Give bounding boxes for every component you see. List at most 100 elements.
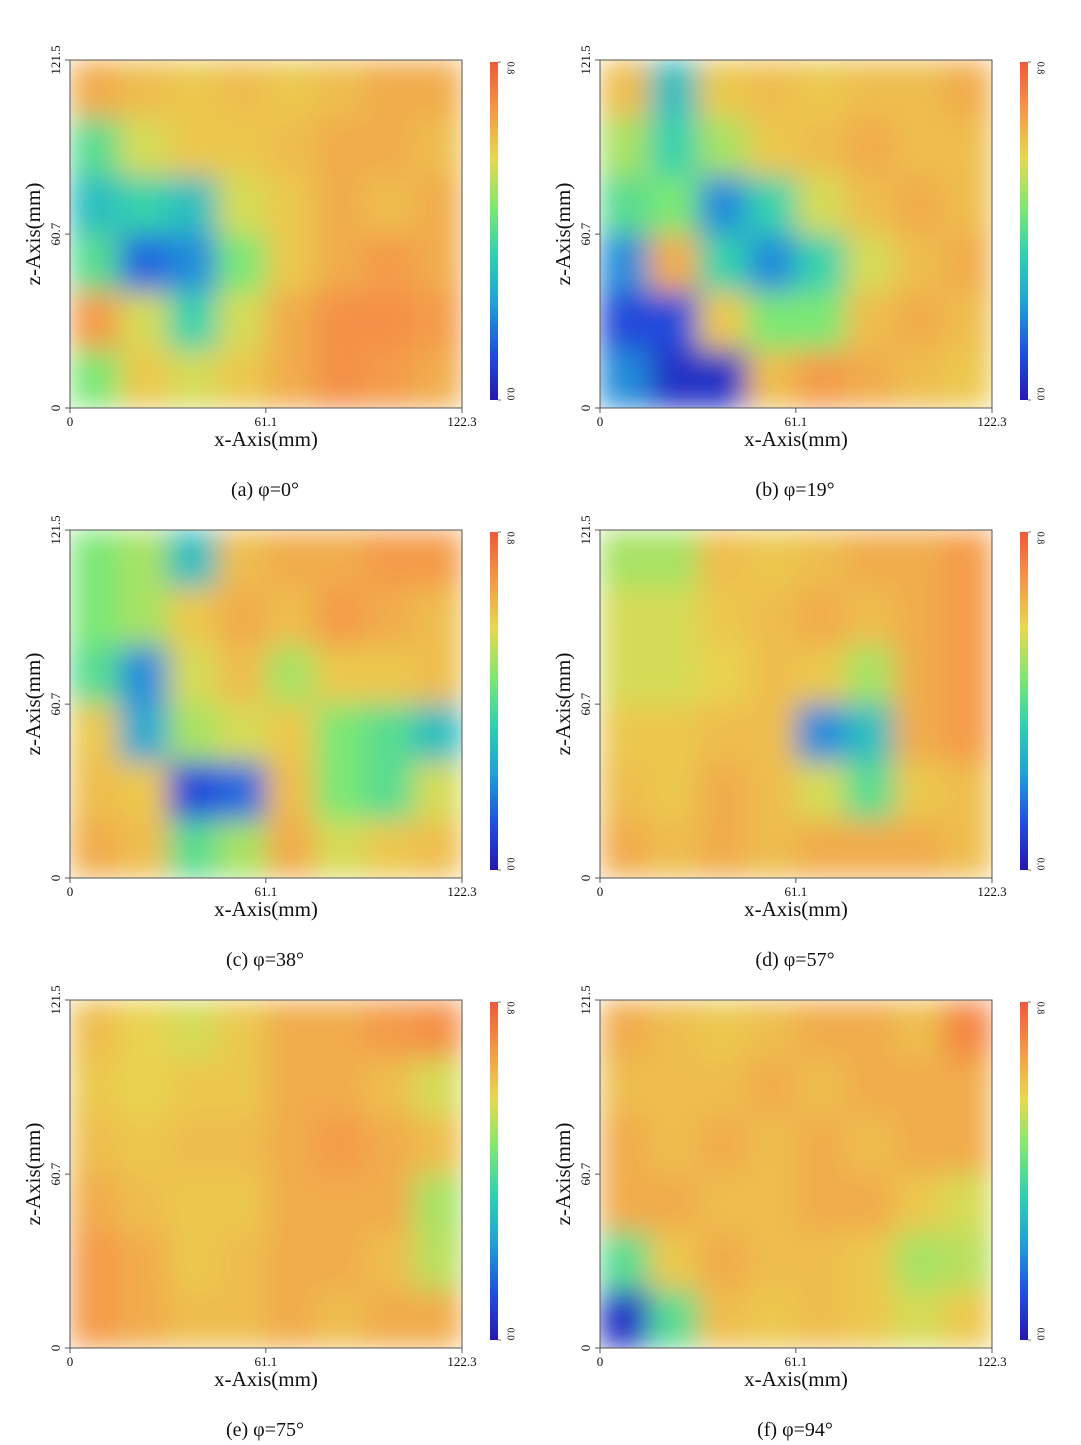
heatmap-cell <box>649 1232 699 1291</box>
x-tick-label: 0 <box>597 884 604 899</box>
panel-caption: (b) φ=19° <box>755 479 834 501</box>
heatmap-cell <box>217 1116 267 1175</box>
heatmap-cell <box>845 350 895 409</box>
heatmap-cell <box>600 820 650 879</box>
heatmap-cell <box>649 60 699 119</box>
heatmap-cell <box>364 1116 414 1175</box>
heatmap-cell <box>364 1058 414 1117</box>
colorbar-tick-label: 0.8 <box>1035 1002 1046 1015</box>
heatmap-cell <box>894 820 944 879</box>
heatmap-cell <box>217 762 267 821</box>
heatmap-cell <box>747 1174 797 1233</box>
heatmap-cell <box>796 176 846 235</box>
y-tick-label: 121.5 <box>48 515 63 544</box>
heatmap-cell <box>649 176 699 235</box>
heatmap-cell <box>364 292 414 351</box>
colorbar-tick-label: 0.0 <box>505 1328 516 1341</box>
heatmap-cell <box>413 820 463 879</box>
heatmap-cell <box>845 1116 895 1175</box>
heatmap-cell <box>894 60 944 119</box>
heatmap-cell <box>747 762 797 821</box>
heatmap-cell <box>315 1058 365 1117</box>
heatmap-cell <box>698 176 748 235</box>
heatmap-cell <box>894 646 944 705</box>
heatmap-cell <box>943 704 993 763</box>
heatmap-cell <box>70 704 120 763</box>
heatmap-cell <box>217 1058 267 1117</box>
heatmap-cell <box>943 1058 993 1117</box>
heatmap-cell <box>600 234 650 293</box>
heatmap-cell <box>364 60 414 119</box>
heatmap-cell <box>217 530 267 589</box>
heatmap-cell <box>943 530 993 589</box>
heatmap-cell <box>315 704 365 763</box>
heatmap-cell <box>747 1058 797 1117</box>
heatmap-cell <box>217 588 267 647</box>
heatmap-cell <box>894 588 944 647</box>
heatmap-cell <box>600 588 650 647</box>
heatmap-cell <box>119 820 169 879</box>
x-axis-label: x-Axis(mm) <box>214 1367 318 1391</box>
y-tick-label: 0 <box>578 875 593 882</box>
heatmap-cell <box>796 646 846 705</box>
heatmap-cell <box>747 704 797 763</box>
heatmap-cell <box>894 234 944 293</box>
x-tick-label: 61.1 <box>784 1354 807 1369</box>
heatmap-cell <box>70 820 120 879</box>
heatmap-cell <box>315 60 365 119</box>
heatmap-cell <box>698 118 748 177</box>
heatmap-cell <box>70 762 120 821</box>
heatmap-cell <box>217 1000 267 1059</box>
colorbar-tick-label: 0.8 <box>1035 532 1046 545</box>
heatmap-cell <box>845 704 895 763</box>
heatmap-cell <box>845 820 895 879</box>
heatmap-cell <box>698 704 748 763</box>
heatmap-cell <box>70 234 120 293</box>
heatmap-cell <box>168 820 218 879</box>
colorbar <box>1020 1002 1028 1340</box>
y-tick-label: 60.7 <box>578 1162 593 1185</box>
heatmap-cell <box>747 292 797 351</box>
heatmap-cell <box>845 530 895 589</box>
panel-caption: (f) φ=94° <box>757 1419 833 1441</box>
y-axis-label: z-Axis(mm) <box>21 653 45 756</box>
heatmap-cell <box>168 176 218 235</box>
heatmap-cell <box>266 762 316 821</box>
colorbar-tick-label: 0.8 <box>505 62 516 75</box>
heatmap-cell <box>894 1290 944 1349</box>
heatmap-cell <box>845 292 895 351</box>
heatmap-cell <box>845 588 895 647</box>
heatmap-cell <box>168 292 218 351</box>
y-tick-label: 0 <box>48 1345 63 1352</box>
heatmap-cell <box>168 1058 218 1117</box>
y-tick-label: 0 <box>578 405 593 412</box>
heatmap <box>600 1000 993 1349</box>
heatmap-cell <box>168 530 218 589</box>
heatmap-cell <box>70 588 120 647</box>
heatmap-cell <box>315 820 365 879</box>
heatmap-cell <box>649 1174 699 1233</box>
heatmap-cell <box>119 350 169 409</box>
x-axis-label: x-Axis(mm) <box>214 897 318 921</box>
heatmap-cell <box>698 820 748 879</box>
heatmap-cell <box>119 588 169 647</box>
heatmap-cell <box>649 1000 699 1059</box>
heatmap-cell <box>413 176 463 235</box>
heatmap-cell <box>747 60 797 119</box>
heatmap-cell <box>217 234 267 293</box>
heatmap-cell <box>315 1000 365 1059</box>
heatmap-cell <box>600 1290 650 1349</box>
y-tick-label: 0 <box>48 405 63 412</box>
y-axis-label: z-Axis(mm) <box>21 1123 45 1226</box>
x-tick-label: 122.3 <box>447 1354 476 1369</box>
heatmap-cell <box>747 646 797 705</box>
heatmap-cell <box>266 60 316 119</box>
heatmap-cell <box>168 646 218 705</box>
heatmap-cell <box>845 176 895 235</box>
heatmap-cell <box>119 176 169 235</box>
heatmap-cell <box>845 60 895 119</box>
heatmap-cell <box>413 704 463 763</box>
heatmap-cell <box>698 1000 748 1059</box>
heatmap-cell <box>943 350 993 409</box>
heatmap-cell <box>600 350 650 409</box>
